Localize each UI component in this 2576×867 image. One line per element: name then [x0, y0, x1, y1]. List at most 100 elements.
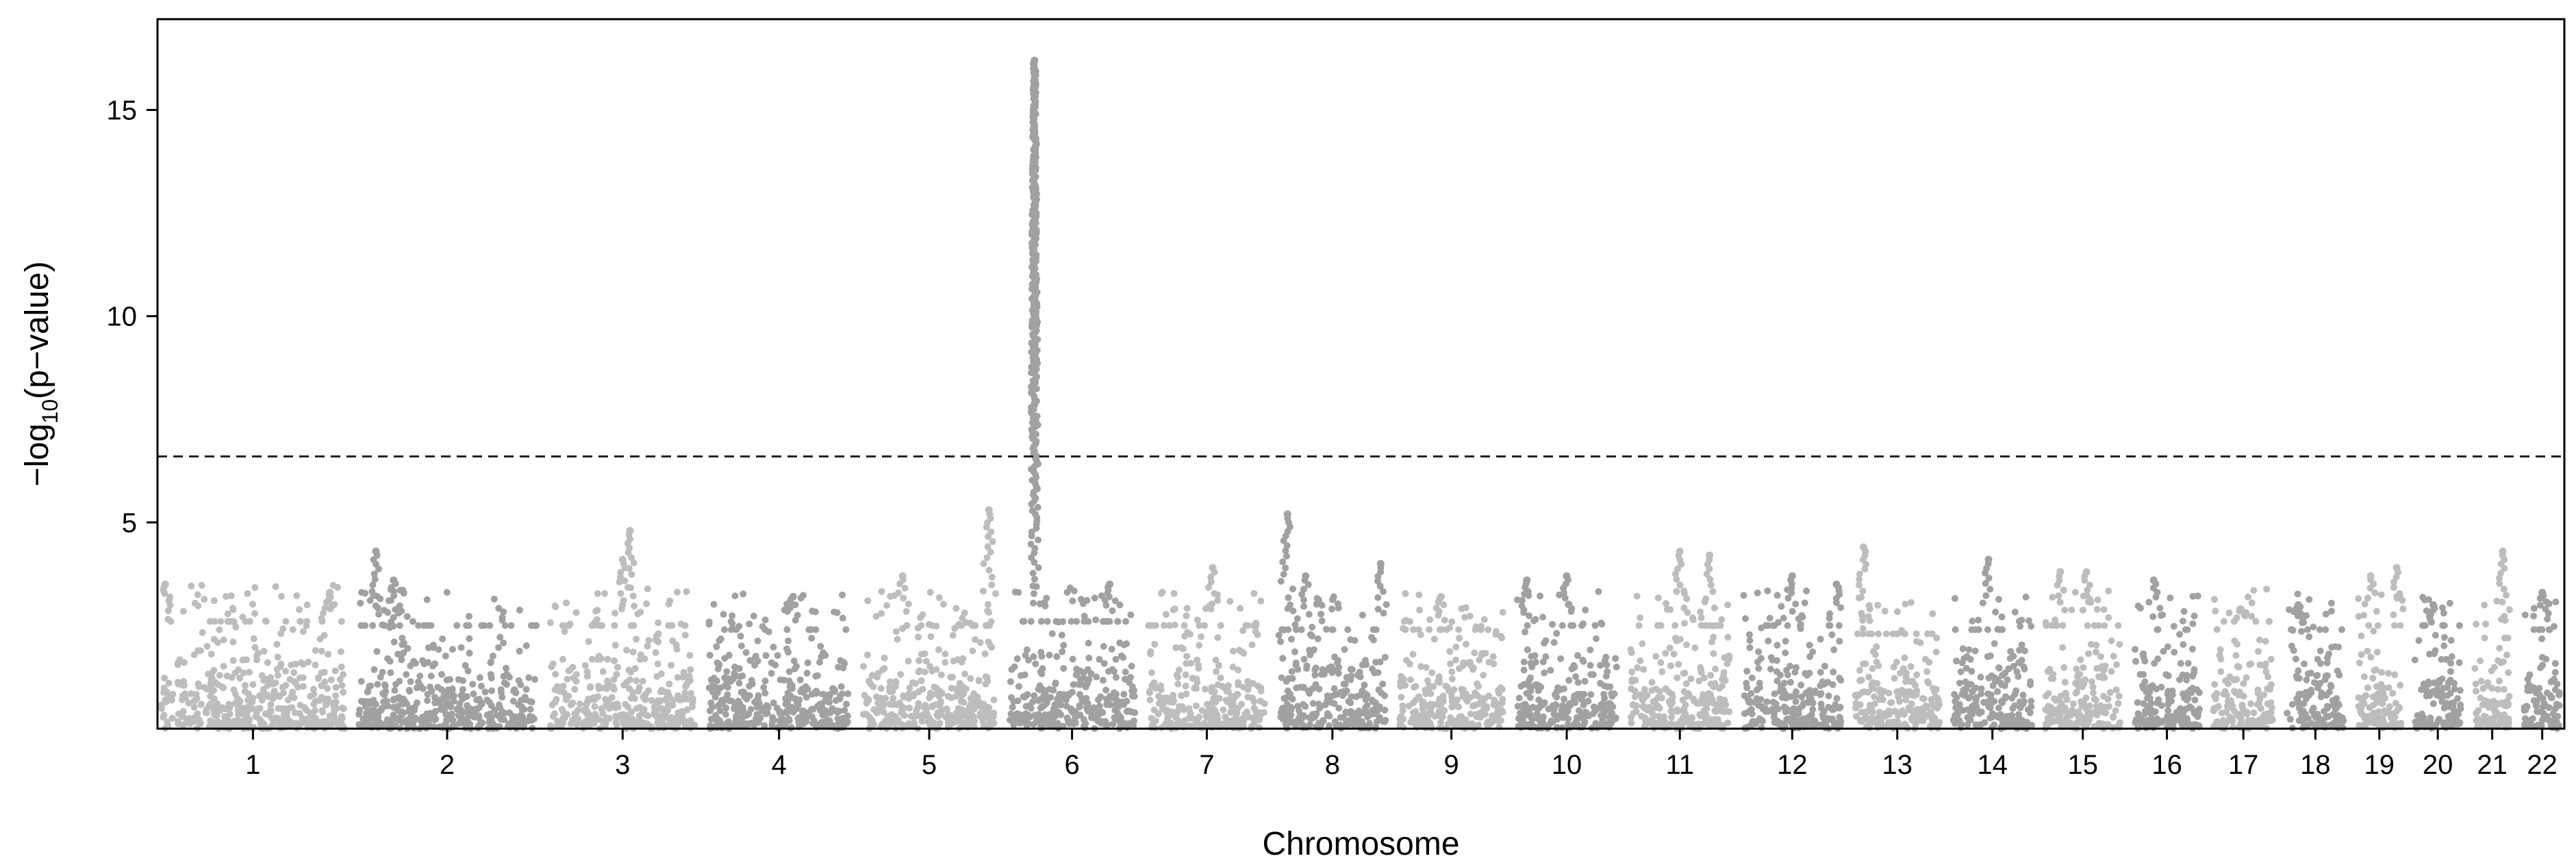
snp-point: [1170, 606, 1177, 614]
snp-point: [160, 688, 168, 696]
snp-point: [1999, 699, 2006, 706]
snp-point: [978, 703, 985, 711]
snp-point: [2102, 709, 2110, 716]
snp-point: [1243, 708, 1250, 716]
snp-point: [239, 614, 247, 620]
snp-point: [1161, 622, 1167, 629]
snp-point: [275, 705, 282, 712]
snp-point: [251, 583, 259, 591]
snp-point: [1239, 627, 1247, 634]
snp-point: [1053, 653, 1061, 660]
snp-point: [551, 602, 559, 610]
snp-point: [1031, 692, 1038, 699]
snp-point: [189, 718, 197, 725]
snp-point: [290, 669, 298, 677]
snp-point: [1520, 609, 1528, 616]
snp-point: [657, 705, 665, 712]
snp-point: [1700, 720, 1707, 727]
snp-point: [1740, 592, 1747, 599]
snp-point: [1031, 575, 1038, 583]
snp-point: [1023, 646, 1031, 653]
snp-point: [1535, 687, 1542, 694]
snp-point: [220, 724, 228, 731]
snp-point: [1925, 659, 1933, 666]
snp-point: [1812, 689, 1819, 696]
snp-point: [1366, 720, 1373, 727]
snp-point: [553, 696, 560, 703]
snp-point: [1168, 708, 1176, 716]
snp-point: [1201, 622, 1208, 629]
snp-point: [1655, 694, 1662, 701]
snp-point: [1526, 612, 1532, 620]
snp-point: [366, 596, 374, 604]
snp-point: [279, 683, 286, 691]
snp-point: [522, 642, 530, 649]
snp-point: [882, 694, 889, 702]
snp-point: [706, 707, 714, 714]
snp-peak-point: [1860, 543, 1867, 551]
snp-point: [1159, 705, 1166, 713]
snp-point: [666, 597, 674, 605]
snp-point: [1913, 671, 1921, 679]
snp-point: [387, 669, 394, 677]
snp-point: [1573, 714, 1580, 721]
snp-point: [1520, 681, 1528, 688]
snp-point: [405, 686, 413, 694]
snp-point: [1600, 699, 1607, 707]
snp-point: [629, 592, 637, 600]
snp-point: [2077, 713, 2084, 720]
snp-point: [1430, 636, 1438, 643]
snp-point: [1859, 660, 1867, 668]
snp-point: [320, 610, 327, 617]
snp-point: [1211, 590, 1218, 597]
snp-point: [591, 703, 598, 710]
snp-point: [280, 711, 288, 718]
snp-point: [591, 714, 598, 720]
snp-point: [668, 662, 675, 669]
snp-point: [553, 683, 561, 690]
snp-point: [1975, 616, 1982, 624]
snp-point: [1068, 708, 1076, 716]
snp-point: [874, 699, 882, 707]
snp-point: [396, 622, 403, 629]
snp-point: [916, 657, 923, 664]
snp-point: [1155, 700, 1163, 707]
snp-point: [1580, 701, 1587, 709]
snp-point: [1037, 618, 1045, 625]
snp-point: [1489, 653, 1497, 660]
snp-point: [1897, 688, 1905, 695]
snp-point: [1277, 713, 1285, 720]
snp-point: [1078, 698, 1086, 705]
snp-point: [1697, 614, 1705, 622]
snp-point: [1348, 666, 1356, 673]
snp-point: [631, 603, 638, 610]
snp-point: [1474, 692, 1481, 699]
snp-point: [267, 707, 275, 715]
chromosome-8-points: [1275, 510, 1390, 732]
snp-point: [967, 620, 974, 627]
snp-point: [1581, 677, 1589, 685]
snp-point: [289, 688, 296, 696]
snp-point: [323, 701, 329, 708]
snp-point: [253, 652, 260, 659]
snp-point: [1531, 652, 1539, 659]
snp-point: [318, 647, 325, 655]
snp-point: [785, 715, 792, 722]
snp-point: [274, 653, 281, 661]
snp-point: [2045, 707, 2052, 715]
snp-point: [304, 715, 311, 722]
snp-point: [1129, 692, 1136, 700]
snp-point: [765, 628, 772, 636]
snp-point: [783, 626, 791, 633]
snp-point: [1526, 712, 1534, 719]
snp-point: [1028, 528, 1035, 536]
snp-point: [1048, 630, 1056, 638]
snp-point: [1120, 719, 1127, 727]
snp-point: [892, 628, 900, 636]
snp-point: [630, 622, 637, 629]
snp-point: [1369, 665, 1376, 673]
snp-point: [516, 647, 523, 655]
snp-point: [1029, 582, 1037, 590]
snp-point: [892, 678, 900, 686]
